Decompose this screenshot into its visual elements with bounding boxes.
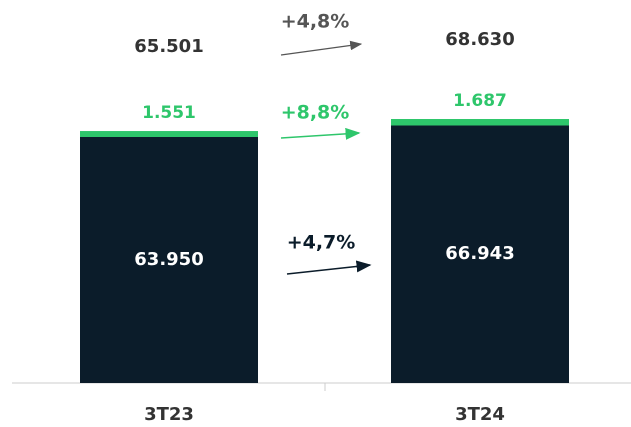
annotation: +8,8%	[281, 102, 350, 124]
arrow	[280, 127, 361, 140]
x-tick-label: 3T23	[144, 404, 194, 425]
total-label: 65.501	[134, 36, 203, 57]
value-label: 1.551	[142, 103, 196, 123]
value-label: 63.950	[134, 249, 203, 270]
bar-segment	[391, 125, 569, 383]
annotation: +4,8%	[281, 11, 350, 33]
bar-segment	[80, 131, 258, 138]
bar-segment	[391, 119, 569, 126]
value-label: 1.687	[453, 91, 507, 111]
arrow	[280, 40, 363, 56]
annotation: +4,7%	[287, 232, 356, 254]
x-tick-label: 3T24	[455, 404, 505, 425]
arrow	[286, 260, 372, 275]
total-label: 68.630	[445, 29, 514, 50]
bar-segment	[80, 137, 258, 383]
value-label: 66.943	[445, 243, 514, 264]
